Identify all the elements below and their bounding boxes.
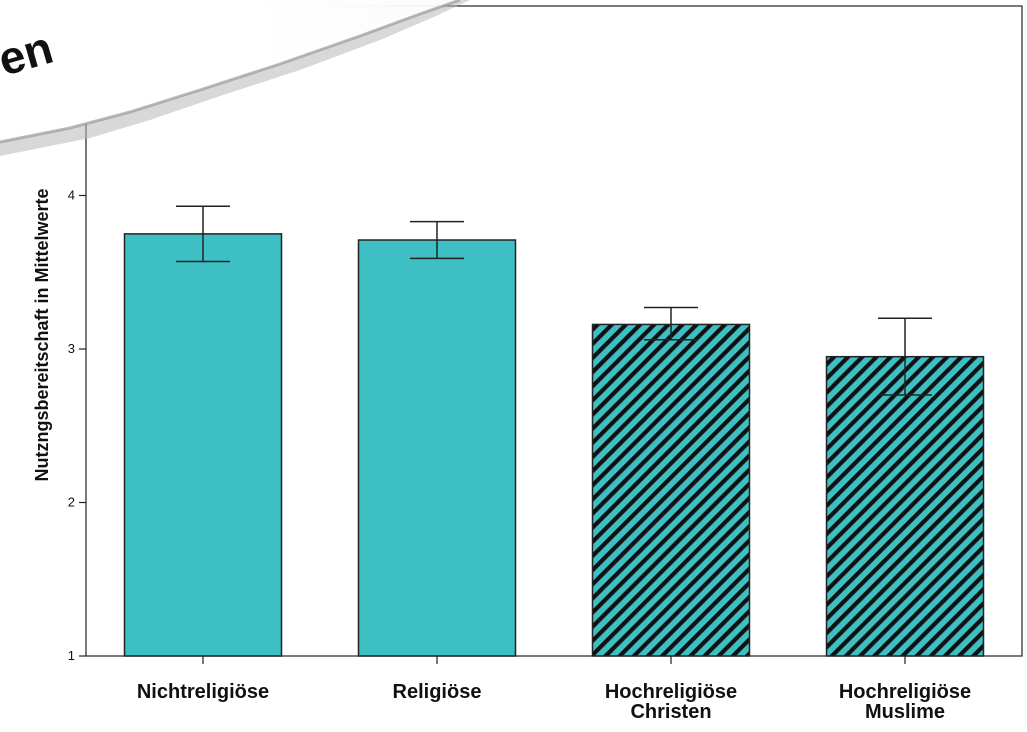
x-category-label-line: Religiöse [393,681,482,703]
x-category-label: Hochreligiöse Christen [605,681,737,723]
banner-overlay: en [0,0,470,156]
y-tick-label: 3 [68,341,75,356]
x-category-label: Religiöse [393,681,482,703]
bar [357,239,517,657]
x-category-label-line: Muslime [865,701,945,723]
x-category-label-line: Nichtreligiöse [137,681,269,703]
bar [825,355,985,657]
y-ticks: 1 2 3 4 [68,188,86,663]
y-tick-label: 4 [68,188,75,203]
y-axis-title: Nutzngsbereitschaft in Mittelwerte [32,188,52,481]
x-category-labels: Nichtreligiöse Religiöse Hochreligiöse Chri… [137,656,971,723]
bars [123,233,985,657]
y-tick-label: 2 [68,495,75,510]
bar [591,323,751,657]
bar [123,233,283,657]
x-category-label-line: Hochreligiöse [839,681,971,703]
error-bars [176,205,932,396]
x-category-label-line: Hochreligiöse [605,681,737,703]
plot-frame [85,5,1023,657]
x-category-label: Nichtreligiöse [137,681,269,703]
x-category-label-line: Christen [630,701,711,723]
x-category-label: Hochreligiöse Muslime [839,681,971,723]
y-tick-label: 1 [68,648,75,663]
